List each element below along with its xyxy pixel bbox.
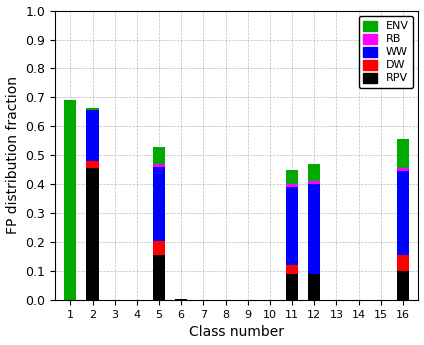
Bar (153, 147, 165, 164)
Bar (286, 184, 298, 187)
Bar (397, 168, 409, 171)
Bar (286, 170, 298, 184)
Bar (286, 265, 298, 274)
Bar (286, 187, 298, 265)
Bar (153, 241, 165, 255)
Bar (308, 181, 321, 184)
Bar (308, 164, 321, 181)
Bar (397, 139, 409, 168)
Bar (397, 255, 409, 271)
Bar (397, 271, 409, 300)
Bar (308, 184, 321, 274)
Bar (64, 100, 76, 300)
Bar (86, 161, 99, 168)
Bar (397, 171, 409, 255)
Bar (153, 164, 165, 167)
X-axis label: Class number: Class number (189, 325, 284, 339)
Bar (375, 299, 387, 300)
Bar (86, 108, 99, 110)
Bar (86, 110, 99, 161)
Bar (308, 274, 321, 300)
Bar (153, 255, 165, 300)
Bar (86, 168, 99, 300)
Legend: ENV, RB, WW, DW, RPV: ENV, RB, WW, DW, RPV (359, 16, 413, 88)
Bar (175, 299, 187, 300)
Bar (153, 167, 165, 241)
Bar (286, 274, 298, 300)
Y-axis label: FP distribution fraction: FP distribution fraction (6, 76, 20, 234)
